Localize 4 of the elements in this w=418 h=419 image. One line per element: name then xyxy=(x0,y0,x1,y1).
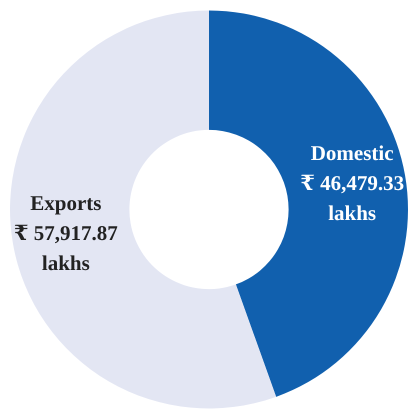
data-label: ₹ 57,917.87 lakhs xyxy=(14,220,118,275)
data-label: ₹ 46,479.33 lakhs xyxy=(300,171,404,226)
slice-label: Exports xyxy=(30,190,102,215)
slice-label: Domestic xyxy=(310,141,394,166)
